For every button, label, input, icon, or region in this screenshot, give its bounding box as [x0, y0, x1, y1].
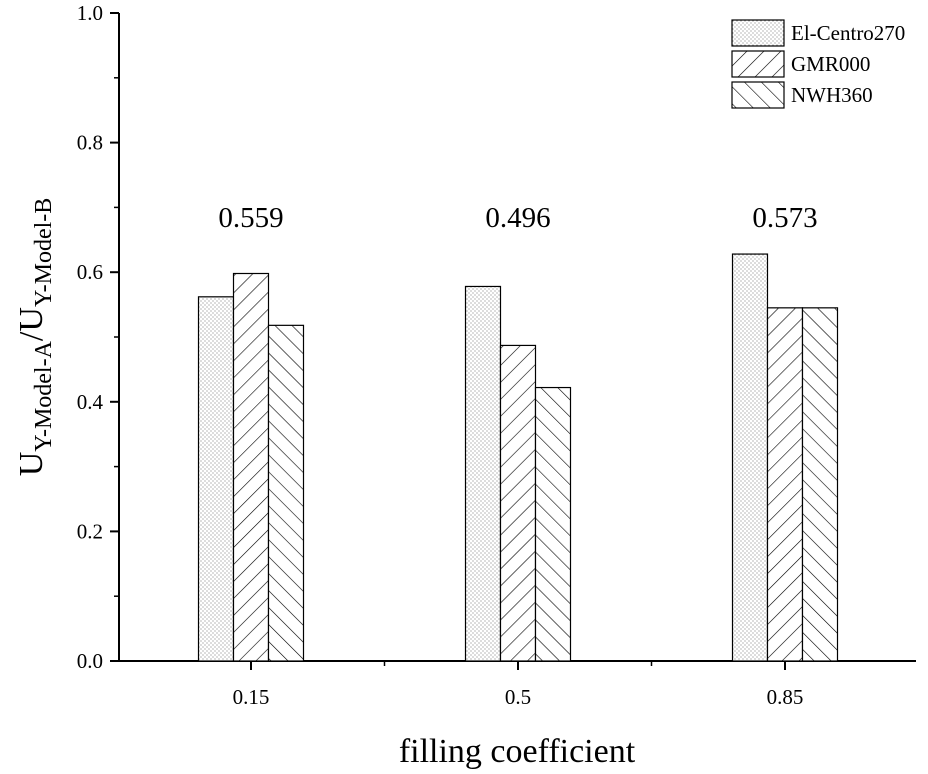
- y-tick-label: 0.0: [77, 649, 103, 673]
- y-tick-label: 0.4: [77, 390, 104, 414]
- group-mean-label: 0.496: [485, 202, 550, 234]
- bars-group: [197, 253, 839, 662]
- x-axis-title: filling coefficient: [399, 733, 636, 770]
- x-tick-label: 0.85: [767, 685, 804, 709]
- x-tick-label: 0.5: [505, 685, 531, 709]
- y-axis-title-sep: /: [13, 331, 50, 341]
- y-axis-title-base1: U: [13, 452, 50, 477]
- svg-text:UY-Model-A/UY-Model-B: UY-Model-A/UY-Model-B: [13, 198, 57, 477]
- group-mean-label: 0.559: [218, 202, 283, 234]
- bar-nwh360-0_5: [534, 386, 572, 662]
- bar-gmr000-0_5: [499, 344, 537, 662]
- legend-swatch: [731, 81, 785, 109]
- x-axis-ticks: 0.15 0.5 0.85: [233, 661, 804, 709]
- bar-gmr000-0_85: [766, 307, 804, 662]
- bar-el-centro270-0_15: [197, 296, 235, 662]
- bar-group-annotations: 0.559 0.496 0.573: [218, 202, 817, 234]
- x-tick-label: 0.15: [233, 685, 270, 709]
- y-axis-title-sub2: Y-Model-B: [31, 198, 57, 307]
- y-axis-title-base2: U: [13, 307, 50, 332]
- bar-gmr000-0_15: [232, 272, 270, 662]
- y-tick-label: 0.6: [77, 260, 103, 284]
- bar-el-centro270-0_85: [731, 253, 769, 662]
- bar-nwh360-0_85: [801, 307, 839, 662]
- y-axis-title: UY-Model-A/UY-Model-B: [13, 198, 57, 477]
- bar-nwh360-0_15: [267, 324, 305, 662]
- legend-swatch: [731, 19, 785, 47]
- legend-label: NWH360: [791, 83, 873, 107]
- legend-swatch: [731, 50, 785, 78]
- legend-label: GMR000: [791, 52, 870, 76]
- y-tick-label: 0.8: [77, 131, 103, 155]
- legend-label: El-Centro270: [791, 21, 905, 45]
- y-axis-ticks: 0.0 0.2 0.4 0.6 0.8 1.0: [77, 1, 119, 673]
- bar-el-centro270-0_5: [464, 285, 502, 662]
- y-tick-label: 1.0: [77, 1, 103, 25]
- legend: El-Centro270 GMR000 NWH360: [731, 19, 905, 109]
- y-tick-label: 0.2: [77, 519, 103, 543]
- group-mean-label: 0.573: [752, 202, 817, 234]
- y-axis-title-sub1: Y-Model-A: [31, 340, 57, 451]
